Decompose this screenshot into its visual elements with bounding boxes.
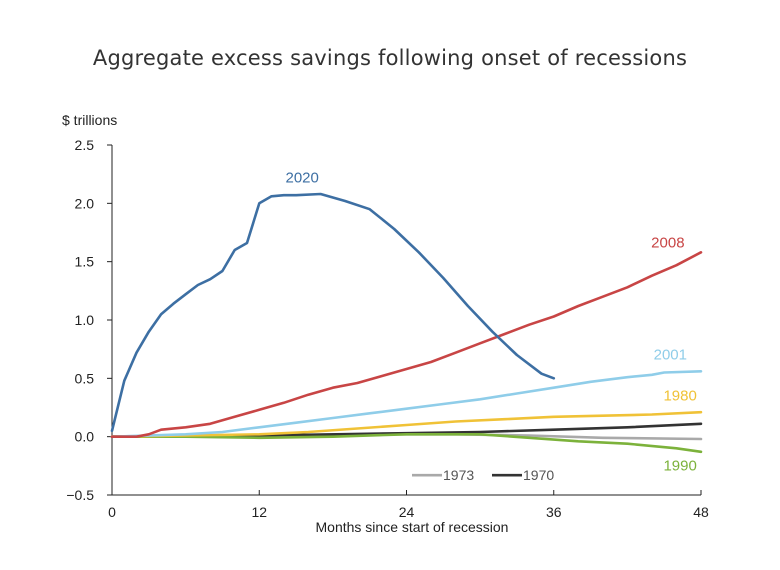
y-tick-label: 1.5 (75, 254, 95, 270)
x-tick-label: 12 (251, 504, 267, 520)
y-tick-label: 2.0 (75, 195, 95, 211)
series-label-1990: 1990 (663, 458, 696, 475)
x-tick-label: 48 (693, 504, 709, 520)
y-axis-title: $ trillions (62, 112, 117, 128)
y-tick-label: 0.0 (75, 429, 95, 445)
x-tick-label: 0 (108, 504, 116, 520)
series-line-2020 (110, 192, 556, 433)
series-line-2008 (110, 251, 703, 438)
legend-label-1970: 1970 (523, 467, 554, 483)
series-label-2001: 2001 (654, 347, 687, 364)
x-tick-label: 24 (399, 504, 415, 520)
series-labels: 2020 2008 2001 1980 1990 (286, 169, 697, 474)
y-tick-label: 1.0 (75, 312, 95, 328)
axes: 2.5 2.0 1.5 1.0 0.5 0.0 −0.5 0 12 24 36 48 (66, 137, 709, 520)
x-axis-title: Months since start of recession (316, 519, 509, 535)
series-line-1990 (110, 433, 703, 454)
series-label-2020: 2020 (286, 169, 319, 186)
series-lines (110, 192, 703, 454)
legend: 1973 1970 (412, 467, 554, 483)
chart-title: Aggregate excess savings following onset… (92, 46, 688, 70)
legend-label-1973: 1973 (443, 467, 474, 483)
series-line-2001 (110, 370, 703, 438)
x-tick-label: 36 (546, 504, 562, 520)
y-tick-label: 2.5 (75, 137, 95, 153)
y-tick-label: −0.5 (66, 487, 94, 503)
series-line-1980 (110, 410, 703, 438)
y-tick-label: 0.5 (75, 370, 95, 386)
series-label-1980: 1980 (663, 388, 696, 405)
series-label-2008: 2008 (651, 235, 684, 252)
